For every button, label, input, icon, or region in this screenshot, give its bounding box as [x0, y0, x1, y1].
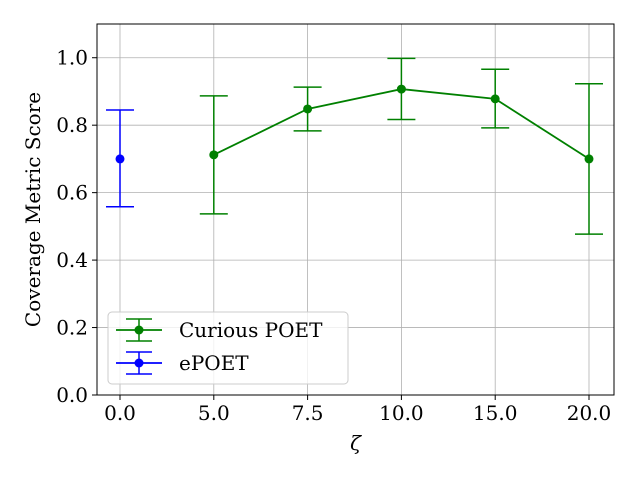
data-point	[209, 150, 219, 160]
x-tick-label: 7.5	[292, 401, 324, 425]
data-point	[303, 104, 313, 114]
series	[106, 109, 134, 208]
legend-item: ePOET	[116, 351, 249, 375]
y-tick-label: 0.4	[56, 248, 88, 272]
x-tick-label: 20.0	[567, 401, 612, 425]
legend-marker	[134, 325, 144, 335]
x-axis-label: ζ	[350, 431, 362, 455]
x-tick-label: 10.0	[379, 401, 424, 425]
y-tick-label: 1.0	[56, 46, 88, 70]
data-point	[490, 94, 500, 104]
y-tick-label: 0.0	[56, 383, 88, 407]
y-tick-label: 0.8	[56, 113, 88, 137]
x-tick-label: 5.0	[198, 401, 230, 425]
series-layer	[106, 57, 603, 235]
data-point	[584, 154, 594, 164]
legend-item: Curious POET	[116, 318, 323, 342]
legend-label: Curious POET	[179, 318, 323, 342]
y-tick-label: 0.6	[56, 181, 88, 205]
y-axis-label: Coverage Metric Score	[21, 92, 45, 327]
y-tick-label: 0.2	[56, 316, 88, 340]
plot-frame	[96, 23, 615, 396]
legend-box	[107, 311, 349, 385]
series	[199, 57, 603, 235]
data-point	[396, 84, 406, 94]
x-tick-label: 0.0	[104, 401, 136, 425]
x-tick-label: 15.0	[473, 401, 518, 425]
legend: Curious POET ePOET	[107, 311, 349, 385]
axis-ticks: 0.0 5.0 7.5 10.0 15.0 20.0 0.0 0.2 0.4 0.6 0.8 1.0	[56, 46, 611, 425]
legend-label: ePOET	[179, 351, 249, 375]
data-point	[115, 154, 125, 164]
legend-marker	[134, 358, 144, 368]
